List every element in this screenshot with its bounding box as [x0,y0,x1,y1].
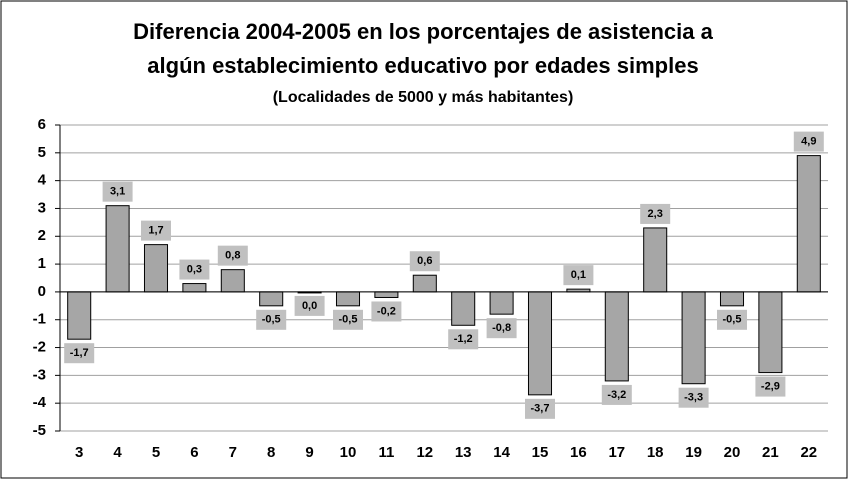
value-label: -0,8 [492,322,511,334]
value-label-box [217,245,248,266]
value-label-box [409,251,440,272]
bar [182,283,207,293]
x-tick-label: 19 [685,444,702,461]
y-tick-label: -2 [33,339,46,356]
bar [604,291,629,382]
value-label-box [179,259,210,280]
bar [643,227,668,293]
y-tick-label: -1 [33,311,46,328]
bar [719,291,745,307]
x-tick-label: 22 [800,444,817,461]
value-label-box [755,376,786,397]
x-tick-label: 21 [762,444,779,461]
y-tick-label: -4 [33,394,47,411]
value-label: 0,0 [302,300,317,312]
value-label: 0,6 [417,255,432,267]
y-tick-label: -3 [33,366,46,383]
value-label-box [371,301,402,322]
value-label: 1,7 [148,225,163,237]
x-tick-label: 10 [340,444,357,461]
bar [374,291,399,298]
value-label-box [102,181,133,202]
value-label: -0,5 [262,314,281,326]
x-tick-label: 18 [647,444,664,461]
value-label-box [448,329,479,350]
x-tick-label: 12 [416,444,433,461]
bar [796,155,821,293]
value-label: 4,9 [801,136,816,148]
x-tick-label: 20 [724,444,741,461]
y-tick-label: 2 [38,227,46,244]
bar [143,244,169,293]
value-label: 0,8 [225,250,240,262]
value-label: -0,2 [377,305,396,317]
value-label-box [717,309,747,330]
value-label: -3,7 [531,403,550,415]
y-tick-label: 4 [38,172,47,189]
value-label-box [256,309,287,330]
bar [681,291,706,385]
value-label: -2,9 [761,380,780,392]
chart-subtitle: (Localidades de 5000 y más habitantes) [273,89,574,106]
value-label-box [601,384,632,405]
value-label-box [640,203,671,224]
x-tick-label: 7 [229,444,237,461]
y-tick-label: -5 [33,422,46,439]
x-tick-label: 3 [75,444,83,461]
value-label-box [486,318,517,339]
y-tick-label: 1 [38,255,46,272]
value-label: -1,7 [70,347,89,359]
y-tick-label: 6 [38,116,46,133]
x-tick-label: 16 [570,444,587,461]
bar [489,291,514,315]
value-label: -0,5 [723,314,742,326]
value-label: 3,1 [110,186,125,198]
value-label-box [141,220,171,241]
x-tick-label: 9 [305,444,313,461]
value-label-box [294,295,325,316]
value-label: -1,2 [454,333,473,345]
value-label: -3,2 [607,389,626,401]
x-tick-label: 17 [608,444,625,461]
value-label: 0,1 [571,269,586,281]
bar [758,291,783,374]
value-label: 2,3 [648,208,663,220]
bar [105,205,130,293]
x-tick-label: 13 [455,444,472,461]
bar [527,291,553,396]
x-tick-label: 11 [378,444,394,461]
bar [67,291,92,340]
y-tick-label: 5 [38,144,46,161]
x-tick-label: 6 [190,444,198,461]
chart-title: Diferencia 2004-2005 en los porcentajes … [133,19,713,44]
x-tick-label: 14 [493,444,510,461]
value-label: -3,3 [684,392,703,404]
value-label-box [525,398,555,419]
bar [335,291,361,307]
y-tick-label: 3 [38,199,46,216]
bar [451,291,476,326]
value-label: -0,5 [339,314,358,326]
value-label-box [793,131,824,152]
bar [220,269,245,293]
value-label: 0,3 [187,263,202,275]
value-label-box [678,387,709,408]
value-label-box [563,265,594,286]
bar [412,274,437,293]
x-tick-label: 5 [152,444,160,461]
value-label-box [333,309,363,330]
x-tick-label: 4 [113,444,122,461]
x-tick-label: 8 [267,444,275,461]
x-tick-label: 15 [532,444,549,461]
value-label-box [64,343,95,364]
y-tick-label: 0 [38,283,46,300]
chart-title: algún establecimiento educativo por edad… [147,53,698,78]
bar [259,291,284,307]
